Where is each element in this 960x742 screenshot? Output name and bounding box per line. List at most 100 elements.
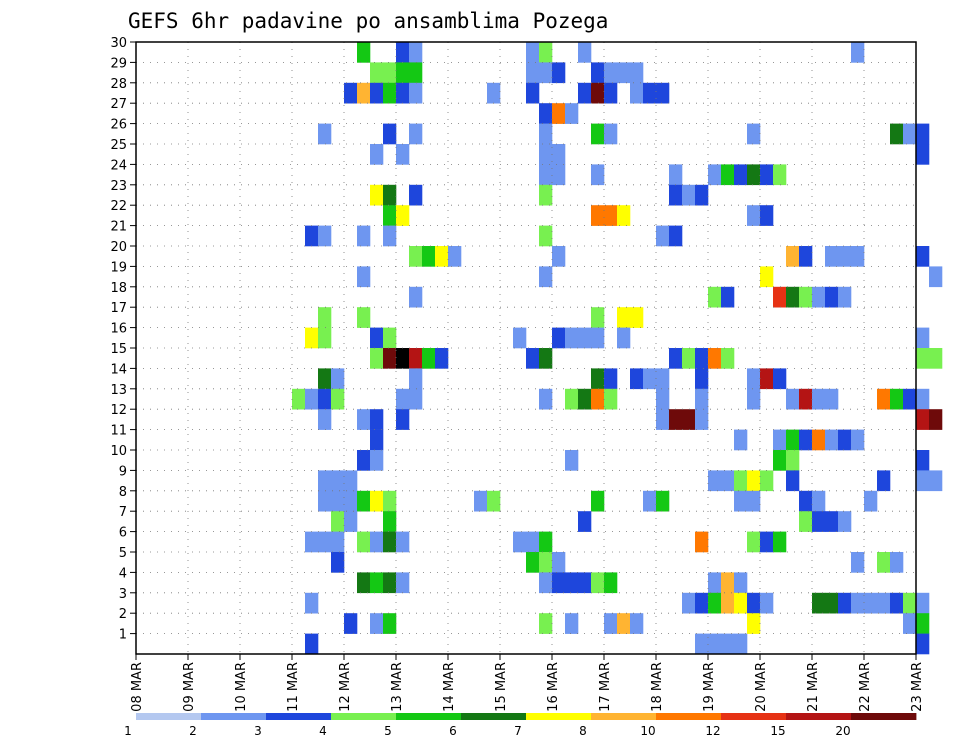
heatmap-cell	[357, 225, 371, 247]
heatmap-cell	[903, 388, 917, 410]
heatmap-cell	[877, 470, 891, 492]
heatmap-cell	[409, 42, 423, 63]
heatmap-cell	[370, 572, 384, 594]
heatmap-cell	[591, 327, 605, 349]
heatmap-cell	[422, 348, 436, 369]
heatmap-cell	[682, 592, 696, 614]
heatmap-cell	[318, 368, 332, 390]
y-tick-label: 8	[119, 485, 127, 500]
heatmap-cell	[370, 184, 384, 206]
heatmap-cell	[682, 409, 696, 430]
heatmap-cell	[760, 368, 774, 390]
y-tick-label: 11	[110, 424, 127, 439]
heatmap-cell	[383, 613, 397, 634]
heatmap-cell	[734, 470, 748, 492]
heatmap-cell	[409, 246, 423, 267]
heatmap-cell	[903, 613, 917, 634]
heatmap-cell	[656, 409, 670, 430]
heatmap-cell	[695, 184, 709, 206]
heatmap-cell	[565, 450, 579, 471]
heatmap-cell	[812, 286, 826, 308]
legend-swatch	[721, 713, 787, 720]
heatmap-cell	[916, 592, 930, 614]
heatmap-cell	[370, 327, 384, 349]
heatmap-cell	[760, 470, 774, 492]
heatmap-cell	[383, 62, 397, 84]
heatmap-cell	[357, 82, 371, 104]
heatmap-cell	[383, 123, 397, 145]
y-tick-label: 19	[110, 260, 127, 275]
heatmap-cell	[565, 613, 579, 634]
heatmap-cell	[721, 633, 735, 655]
heatmap-cell	[539, 552, 553, 573]
heatmap-cell	[409, 286, 423, 308]
heatmap-cell	[786, 450, 800, 471]
heatmap-cell	[370, 348, 384, 369]
heatmap-cell	[383, 511, 397, 532]
heatmap-cell	[578, 327, 592, 349]
heatmap-cell	[799, 246, 813, 267]
heatmap-cell	[578, 511, 592, 532]
heatmap-cell	[773, 531, 787, 553]
x-tick-label: 20 MAR	[754, 662, 769, 712]
heatmap-cell	[331, 368, 345, 390]
heatmap-cell	[721, 470, 735, 492]
heatmap-cell	[487, 82, 501, 104]
heatmap-cell	[357, 266, 371, 288]
heatmap-cell	[747, 470, 761, 492]
heatmap-cell	[591, 490, 605, 512]
heatmap-cell	[539, 225, 553, 247]
heatmap-cell	[630, 613, 644, 634]
heatmap-cell	[812, 592, 826, 614]
heatmap-cell	[318, 307, 332, 328]
y-tick-label: 16	[110, 322, 127, 337]
heatmap-cell	[838, 429, 852, 451]
heatmap-cell	[682, 184, 696, 206]
heatmap-cell	[591, 307, 605, 328]
heatmap-cell	[916, 388, 930, 410]
y-tick-label: 9	[119, 464, 127, 479]
x-tick-label: 16 MAR	[546, 662, 561, 712]
heatmap-cell	[604, 368, 618, 390]
heatmap-cell	[396, 348, 410, 369]
x-axis: 08 MAR 09 MAR 10 MAR 11 MAR 12 MAR 13 MAR 14 M…	[130, 654, 925, 712]
heatmap-cell	[916, 327, 930, 349]
heatmap-cell	[552, 552, 566, 573]
heatmap-cell	[916, 450, 930, 471]
legend-label: 20	[835, 724, 850, 738]
heatmap-cell	[630, 82, 644, 104]
heatmap-cell	[396, 144, 410, 165]
y-tick-label: 2	[119, 607, 127, 622]
heatmap-cell	[656, 368, 670, 390]
heatmap-cell	[669, 409, 683, 430]
heatmap-cell	[643, 368, 657, 390]
heatmap-cell	[526, 82, 540, 104]
heatmap-cell	[591, 164, 605, 186]
heatmap-cell	[786, 388, 800, 410]
y-tick-label: 20	[110, 240, 127, 255]
x-tick-label: 12 MAR	[338, 662, 353, 712]
heatmap-cell	[708, 286, 722, 308]
heatmap-cell	[825, 429, 839, 451]
heatmap-cell	[539, 123, 553, 145]
x-tick-label: 13 MAR	[390, 662, 405, 712]
legend-label: 10	[640, 724, 655, 738]
heatmap-cell	[383, 205, 397, 226]
heatmap-cell	[747, 205, 761, 226]
heatmap-cell	[396, 205, 410, 226]
heatmap-cell	[708, 592, 722, 614]
heatmap-cell	[851, 592, 865, 614]
heatmap-cell	[708, 164, 722, 186]
heatmap-cell	[474, 490, 488, 512]
heatmap-cell	[708, 348, 722, 369]
legend-label: 1	[124, 724, 132, 738]
heatmap-cell	[344, 511, 358, 532]
heatmap-cell	[786, 429, 800, 451]
legend-swatch	[201, 713, 267, 720]
heatmap-cell	[721, 164, 735, 186]
heatmap-cell	[890, 123, 904, 145]
heatmap-cell	[760, 531, 774, 553]
heatmap-cell	[916, 613, 930, 634]
y-tick-label: 1	[119, 628, 127, 643]
heatmap-cell	[318, 123, 332, 145]
